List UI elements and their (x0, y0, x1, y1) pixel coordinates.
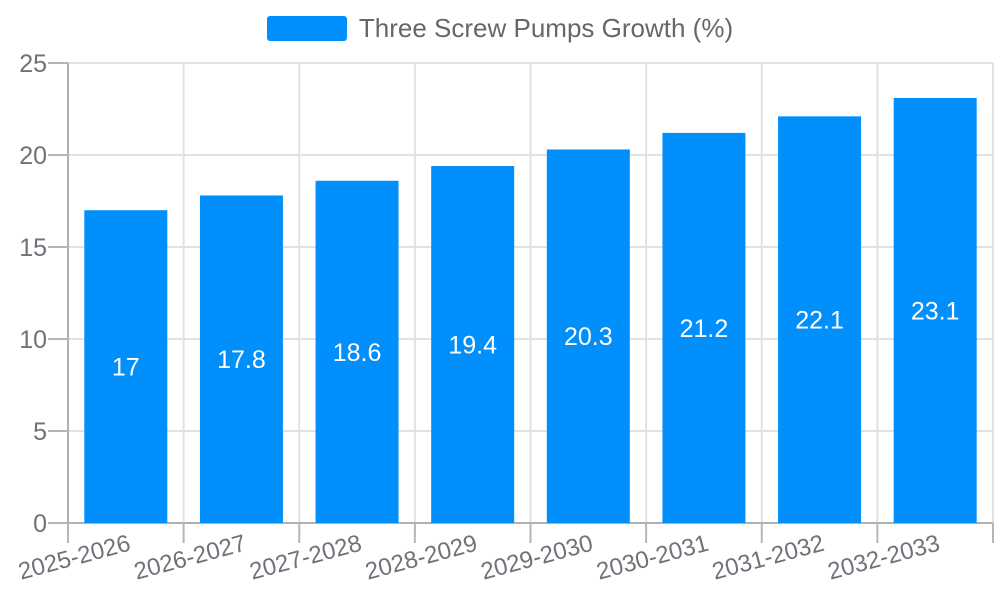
x-axis-tick-label: 2029-2030 (478, 530, 596, 586)
bar[interactable] (431, 166, 515, 524)
x-axis-tick-label: 2025-2026 (16, 530, 134, 586)
legend[interactable]: Three Screw Pumps Growth (%) (0, 15, 1000, 41)
x-axis-tick-label: 2026-2027 (131, 530, 249, 586)
bar[interactable] (662, 132, 746, 524)
x-axis-tick-label: 2031-2032 (709, 530, 827, 586)
bar[interactable] (546, 149, 630, 524)
bar-value-label: 20.3 (564, 323, 613, 351)
bar-value-label: 17.8 (217, 346, 266, 374)
bar[interactable] (893, 97, 977, 524)
bar-value-label: 17 (112, 354, 140, 382)
y-axis-tick-label: 20 (19, 142, 47, 170)
legend-marker (266, 15, 347, 41)
bar-value-label: 21.2 (680, 315, 729, 343)
y-axis-tick-label: 25 (19, 50, 47, 78)
bar[interactable] (315, 180, 399, 523)
y-axis-tick-label: 5 (33, 418, 47, 446)
bar[interactable] (778, 116, 862, 524)
legend-label: Three Screw Pumps Growth (%) (358, 13, 734, 43)
bar[interactable] (199, 195, 283, 524)
bar-value-label: 19.4 (448, 332, 497, 360)
x-axis-tick-label: 2032-2033 (825, 530, 943, 586)
x-axis-tick-label: 2027-2028 (247, 530, 365, 586)
bar-value-label: 23.1 (911, 297, 960, 325)
bar-value-label: 22.1 (795, 307, 844, 335)
x-axis-tick-label: 2030-2031 (594, 530, 712, 586)
bar-value-label: 18.6 (333, 339, 382, 367)
x-axis-tick-label: 2028-2029 (362, 530, 480, 586)
y-axis-tick-label: 15 (19, 234, 47, 262)
y-axis-tick-label: 0 (33, 510, 47, 538)
y-axis-tick-label: 10 (19, 326, 47, 354)
bar[interactable] (84, 210, 168, 523)
